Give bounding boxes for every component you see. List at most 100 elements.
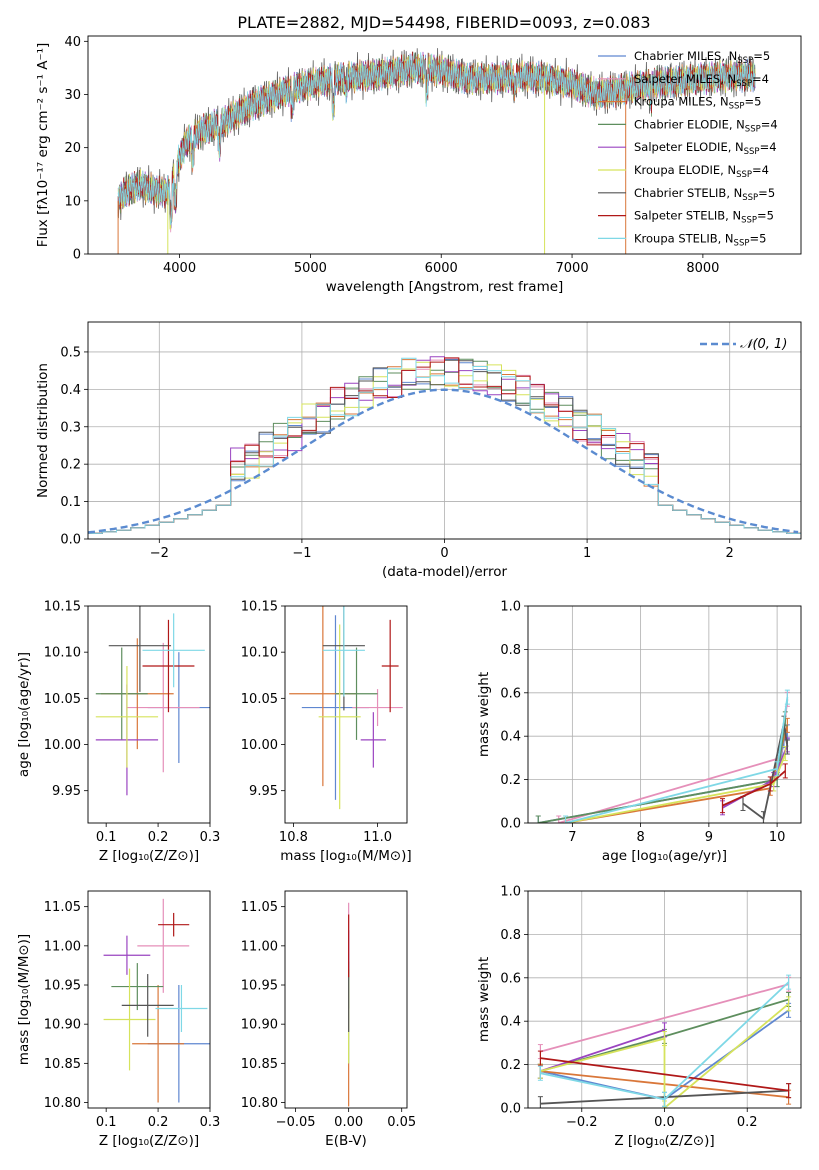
axes-frame xyxy=(87,890,211,1109)
y-tick-label: 0.8 xyxy=(500,643,521,658)
y-axis-label: Flux [fλ10⁻¹⁷ erg cm⁻² s⁻¹ A⁻¹] xyxy=(35,43,51,248)
y-tick-label: 10.00 xyxy=(44,738,81,753)
plot-area-mass_vs_Z xyxy=(103,898,210,1103)
y-tick-label: 9.95 xyxy=(52,784,81,799)
legend-equals: = xyxy=(758,186,768,200)
y-axis-label: mass weight xyxy=(476,672,492,757)
legend-series-name: Salpeter STELIB xyxy=(634,209,725,223)
y-tick-label: 10.05 xyxy=(241,692,278,707)
legend-equals: = xyxy=(744,95,754,109)
plot-area-spectrum xyxy=(117,48,756,254)
x-axis-label: mass [log₁₀(M/M⊙)] xyxy=(280,848,411,864)
x-tick-label: 8 xyxy=(636,830,644,845)
x-tick-label: −1 xyxy=(292,546,311,561)
y-tick-label: 0.4 xyxy=(500,730,521,745)
y-tick-label: 0.1 xyxy=(60,495,81,510)
legend-equals: = xyxy=(752,72,762,86)
legend-nssp-prefix: , N xyxy=(720,72,736,86)
y-tick-label: 0.6 xyxy=(500,971,521,986)
y-tick-label: 11.00 xyxy=(241,939,278,954)
x-tick-label: 1 xyxy=(583,546,591,561)
y-axis-label: mass weight xyxy=(476,957,492,1042)
y-tick-label: 10.90 xyxy=(241,1018,278,1033)
legend-subscript: SSP xyxy=(745,124,761,134)
legend-nssp-value: 4 xyxy=(762,163,769,177)
y-tick-label: 10.85 xyxy=(44,1057,81,1072)
y-tick-label: 10.95 xyxy=(44,979,81,994)
legend-series-name: Salpeter ELODIE xyxy=(634,140,728,154)
legend-label: Chabrier ELODIE, NSSP=4 xyxy=(634,117,778,134)
x-tick-label: 0.1 xyxy=(96,1115,117,1130)
y-tick-label: 30 xyxy=(64,88,81,103)
legend-nssp-value: 5 xyxy=(759,231,766,245)
x-tick-label: 7000 xyxy=(556,261,589,276)
y-tick-label: 0.4 xyxy=(500,1015,521,1030)
chart-mass_vs_ebv: −0.05 0.00 0.05 10.80 10.85 10.90 10.95 11.00 11… xyxy=(241,890,416,1149)
legend-series-name: Kroupa ELODIE xyxy=(634,163,720,177)
y-tick-label: 10.85 xyxy=(241,1057,278,1072)
x-axis-label: wavelength [Angstrom, rest frame] xyxy=(326,279,564,295)
legend-nssp-value: 4 xyxy=(770,117,777,131)
weight-line xyxy=(540,1057,789,1092)
y-tick-label: 11.05 xyxy=(241,900,278,915)
y-tick-label: 0.5 xyxy=(60,345,81,360)
y-tick-label: 0 xyxy=(73,248,81,263)
chart-age_vs_mass: 10.8 11.0 9.95 10.00 10.05 10.10 10.15 mass [lo… xyxy=(241,600,412,865)
chart-mass_vs_Z: 0.1 0.2 0.3 10.80 10.85 10.90 10.95 11.00 11.05 Z… xyxy=(16,890,221,1149)
y-tick-label: 10.80 xyxy=(44,1096,81,1111)
y-tick-label: 0.2 xyxy=(500,1058,521,1073)
x-axis-label: age [log₁₀(age/yr)] xyxy=(602,848,727,864)
y-tick-label: 10.95 xyxy=(241,979,278,994)
normal-curve xyxy=(88,388,799,534)
y-tick-label: 10.10 xyxy=(44,646,81,661)
legend-label: Kroupa ELODIE, NSSP=4 xyxy=(634,163,769,180)
legend-equals: = xyxy=(753,49,763,63)
x-tick-label: 0.05 xyxy=(387,1115,416,1130)
weight-line xyxy=(742,723,789,821)
chart-weight_vs_Z: −0.2 0.0 0.2 0.0 0.2 0.4 0.6 0.8 1.0 Z [log₁₀(Z/Z… xyxy=(476,885,802,1149)
chart-age_vs_Z: 0.1 0.2 0.3 9.95 10.00 10.05 10.10 10.15 Z [log₁… xyxy=(16,600,220,865)
legend-label: Salpeter STELIB, NSSP=5 xyxy=(634,209,774,226)
x-tick-label: −0.2 xyxy=(566,1115,598,1130)
legend-equals: = xyxy=(752,163,762,177)
y-tick-label: 0.2 xyxy=(500,773,521,788)
y-tick-label: 10.80 xyxy=(241,1096,278,1111)
axes-frame xyxy=(284,890,408,1109)
y-tick-label: 10.15 xyxy=(241,600,278,615)
legend-nssp-value: 4 xyxy=(762,72,769,86)
legend-nssp-prefix: , N xyxy=(718,231,734,245)
x-axis-label: Z [log₁₀(Z/Z⊙)] xyxy=(99,1133,199,1149)
y-tick-label: 10 xyxy=(64,194,81,209)
legend-nssp-prefix: , N xyxy=(729,117,745,131)
legend-nssp-value: 4 xyxy=(769,140,776,154)
legend-nssp-value: 5 xyxy=(763,49,770,63)
x-tick-label: 11.0 xyxy=(363,830,392,845)
plot-area-residuals xyxy=(88,356,801,534)
x-tick-label: 0.1 xyxy=(96,830,117,845)
legend-equals: = xyxy=(757,209,767,223)
y-tick-label: 20 xyxy=(64,141,81,156)
legend-series-name: Salpeter MILES xyxy=(634,72,720,86)
y-tick-label: 1.0 xyxy=(500,600,521,615)
spectrum-line xyxy=(117,52,756,226)
x-tick-label: 9 xyxy=(705,830,713,845)
legend-equals: = xyxy=(749,231,759,245)
chart-weight_vs_age: 7 8 9 10 0.0 0.2 0.4 0.6 0.8 1.0 age [log₁₀(age/yr… xyxy=(476,600,802,864)
y-tick-label: 0.0 xyxy=(500,817,521,832)
legend-equals: = xyxy=(761,117,771,131)
legend-nssp-prefix: , N xyxy=(713,95,729,109)
y-tick-label: 0.4 xyxy=(60,383,81,398)
x-tick-label: 0.3 xyxy=(200,1115,221,1130)
y-tick-label: 10.10 xyxy=(241,646,278,661)
legend-nssp-prefix: , N xyxy=(721,49,737,63)
legend-nssp-prefix: , N xyxy=(728,140,744,154)
y-tick-label: 40 xyxy=(64,35,81,50)
x-tick-label: 0.00 xyxy=(334,1115,363,1130)
legend-subscript: SSP xyxy=(737,56,753,66)
axes-frame xyxy=(87,35,802,255)
axes-frame xyxy=(284,605,408,824)
legend-label: Salpeter ELODIE, NSSP=4 xyxy=(634,140,777,157)
axes-frame xyxy=(527,605,802,824)
plot-area-weight_vs_age xyxy=(535,689,790,823)
y-tick-label: 10.00 xyxy=(241,738,278,753)
